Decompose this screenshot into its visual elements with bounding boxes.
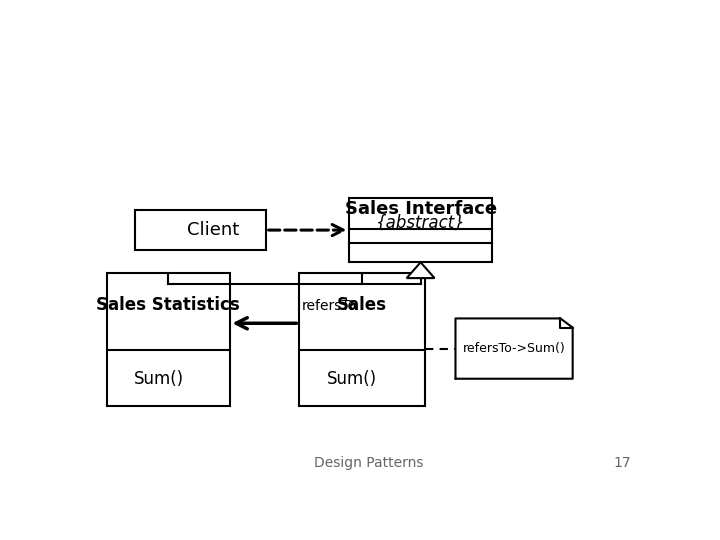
Text: Sales Statistics: Sales Statistics	[96, 295, 240, 314]
Bar	[107, 273, 230, 406]
Polygon shape	[407, 262, 435, 278]
Bar	[300, 273, 425, 406]
Text: Sales Interface: Sales Interface	[345, 200, 497, 219]
Text: 17: 17	[613, 456, 631, 470]
Text: refersTo: refersTo	[302, 299, 357, 313]
Text: {abstract}: {abstract}	[376, 213, 466, 231]
Text: Sum(): Sum()	[327, 370, 377, 388]
Text: Client: Client	[187, 221, 239, 239]
Bar	[349, 198, 492, 262]
Polygon shape	[456, 319, 572, 379]
Text: Design Patterns: Design Patterns	[314, 456, 424, 470]
Bar	[135, 210, 266, 250]
Text: Sum(): Sum()	[134, 370, 184, 388]
Text: refersTo->Sum(): refersTo->Sum()	[463, 342, 565, 355]
Text: Sales: Sales	[337, 295, 387, 314]
